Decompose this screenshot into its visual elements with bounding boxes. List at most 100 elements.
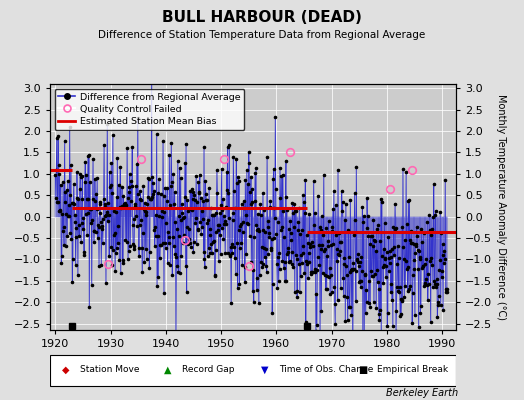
- Point: [54, 162, 63, 169]
- Point: [51, 172, 60, 178]
- Point: [361, 272, 369, 278]
- Point: [84, 210, 93, 216]
- Point: [334, 167, 342, 174]
- Point: [168, 272, 177, 278]
- Point: [381, 255, 390, 261]
- Point: [237, 221, 245, 228]
- Point: [102, 280, 110, 287]
- Point: [149, 180, 157, 186]
- Point: [298, 260, 307, 266]
- Point: [111, 230, 119, 236]
- Point: [368, 243, 377, 250]
- Point: [89, 196, 97, 203]
- Point: [172, 335, 180, 341]
- Point: [255, 228, 264, 234]
- Point: [407, 227, 416, 234]
- Point: [234, 227, 243, 233]
- Point: [122, 202, 130, 208]
- Point: [331, 320, 340, 327]
- Text: BULL HARBOUR (DEAD): BULL HARBOUR (DEAD): [162, 10, 362, 25]
- Point: [179, 240, 187, 246]
- Point: [175, 212, 183, 219]
- Point: [59, 179, 67, 186]
- Point: [61, 199, 69, 206]
- Point: [100, 142, 108, 148]
- Point: [80, 252, 89, 258]
- Point: [82, 172, 90, 178]
- Point: [269, 176, 277, 183]
- Point: [146, 196, 155, 202]
- Point: [320, 172, 328, 178]
- Point: [239, 204, 248, 211]
- Point: [222, 169, 231, 175]
- Point: [159, 193, 168, 199]
- Point: [161, 185, 170, 191]
- Point: [277, 173, 286, 179]
- Point: [234, 174, 242, 180]
- Point: [442, 285, 451, 292]
- Point: [112, 250, 121, 256]
- Point: [428, 262, 436, 268]
- Point: [373, 266, 381, 273]
- Point: [59, 224, 68, 230]
- Point: [160, 209, 169, 216]
- Point: [185, 240, 194, 246]
- Point: [401, 258, 410, 264]
- Point: [150, 187, 158, 194]
- Point: [384, 310, 392, 316]
- Point: [365, 278, 374, 284]
- Point: [399, 166, 407, 173]
- Point: [51, 195, 60, 201]
- Point: [150, 243, 159, 250]
- Point: [405, 285, 413, 292]
- Point: [333, 297, 342, 303]
- Point: [203, 220, 212, 227]
- Point: [232, 270, 240, 277]
- Point: [79, 215, 88, 222]
- Point: [330, 284, 339, 290]
- Point: [373, 226, 381, 232]
- Point: [188, 207, 196, 214]
- Point: [329, 206, 337, 212]
- Point: [279, 207, 287, 214]
- Point: [428, 226, 436, 232]
- Point: [416, 256, 424, 262]
- Point: [427, 318, 435, 325]
- Point: [280, 259, 289, 265]
- Point: [303, 240, 312, 246]
- Point: [158, 208, 166, 214]
- Point: [117, 205, 125, 212]
- Point: [252, 165, 260, 172]
- Point: [423, 297, 432, 303]
- Point: [96, 200, 104, 207]
- Point: [421, 281, 429, 287]
- Point: [217, 166, 226, 172]
- Point: [221, 250, 230, 256]
- Point: [190, 192, 199, 198]
- Point: [324, 217, 333, 224]
- Point: [150, 226, 158, 233]
- Point: [123, 238, 131, 245]
- Point: [220, 221, 228, 227]
- Point: [397, 311, 405, 317]
- Point: [351, 190, 359, 197]
- Point: [197, 230, 205, 237]
- Point: [60, 242, 68, 248]
- Point: [272, 231, 280, 237]
- Point: [326, 272, 335, 278]
- Point: [263, 154, 271, 160]
- Point: [63, 177, 72, 184]
- Point: [65, 213, 73, 220]
- Point: [268, 236, 276, 242]
- Point: [108, 190, 117, 196]
- Point: [207, 241, 215, 247]
- Point: [78, 220, 86, 226]
- Point: [132, 213, 140, 219]
- Point: [145, 264, 154, 271]
- Point: [72, 234, 80, 240]
- Point: [224, 190, 233, 196]
- Point: [390, 226, 399, 232]
- Point: [440, 260, 448, 266]
- Point: [249, 298, 258, 305]
- Point: [82, 211, 90, 218]
